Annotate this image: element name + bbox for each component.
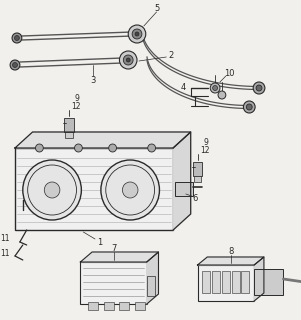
Circle shape [123,182,138,198]
Bar [104,302,113,310]
Bar [193,162,202,176]
Text: 11: 11 [1,250,10,259]
Bar [119,302,129,310]
Text: 11: 11 [1,234,10,243]
Circle shape [119,51,137,69]
Text: 8: 8 [228,246,233,255]
Text: 7: 7 [111,244,116,252]
Circle shape [75,144,82,152]
Circle shape [132,29,142,39]
Circle shape [36,144,43,152]
Polygon shape [147,252,159,304]
Bar [197,265,254,301]
Polygon shape [173,132,191,230]
Circle shape [109,144,116,152]
Bar [175,182,193,196]
Text: 9: 9 [75,93,79,102]
Circle shape [10,60,20,70]
Bar [241,271,249,293]
Bar [15,148,173,230]
Bar [194,176,201,182]
Bar [212,271,220,293]
Bar [80,262,147,304]
Bar [232,271,240,293]
Bar [147,276,155,296]
Text: 4: 4 [181,83,186,92]
Text: 12: 12 [72,101,81,110]
Bar [88,302,98,310]
Text: 9: 9 [203,138,208,147]
Bar [64,118,73,132]
Bar [202,271,210,293]
Bar [254,269,284,295]
Bar [65,132,73,138]
Polygon shape [80,252,159,262]
Circle shape [44,182,60,198]
Circle shape [12,33,22,43]
Circle shape [213,85,218,91]
Text: 5: 5 [154,4,159,12]
Circle shape [244,101,255,113]
Circle shape [101,160,160,220]
Circle shape [14,36,19,41]
Circle shape [256,85,262,91]
Circle shape [246,104,252,110]
Text: 2: 2 [169,51,174,60]
Polygon shape [15,132,191,148]
Circle shape [126,58,130,62]
Text: 3: 3 [90,76,96,84]
Polygon shape [197,257,264,265]
Circle shape [253,82,265,94]
Bar [222,271,230,293]
Circle shape [135,32,139,36]
Circle shape [123,55,133,65]
Circle shape [218,91,226,99]
Circle shape [23,160,81,220]
Circle shape [128,25,146,43]
Text: 6: 6 [192,194,197,203]
Circle shape [13,62,17,68]
Text: 10: 10 [225,68,235,77]
Text: 12: 12 [200,146,210,155]
Circle shape [148,144,156,152]
Polygon shape [254,257,264,301]
Circle shape [210,83,220,93]
Text: 1: 1 [97,237,103,246]
Bar [135,302,145,310]
